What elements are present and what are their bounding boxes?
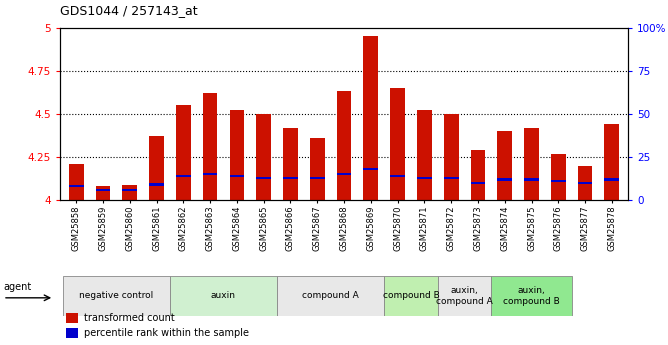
Bar: [69, 185, 84, 187]
Text: auxin: auxin: [211, 291, 236, 300]
Text: GDS1044 / 257143_at: GDS1044 / 257143_at: [60, 4, 198, 17]
Bar: [63, 276, 170, 316]
Bar: [578, 166, 593, 200]
Text: auxin,
compound A: auxin, compound A: [436, 286, 493, 306]
Bar: [230, 175, 244, 177]
Bar: [149, 184, 164, 186]
Bar: [470, 150, 485, 200]
Bar: [283, 128, 298, 200]
Bar: [390, 175, 405, 177]
Bar: [438, 276, 492, 316]
Bar: [444, 114, 458, 200]
Bar: [524, 178, 539, 180]
Bar: [337, 91, 351, 200]
Bar: [551, 180, 566, 182]
Bar: [310, 177, 325, 179]
Bar: [96, 189, 110, 191]
Bar: [149, 136, 164, 200]
Text: negative control: negative control: [79, 291, 154, 300]
Bar: [69, 164, 84, 200]
Bar: [605, 124, 619, 200]
Bar: [384, 276, 438, 316]
Bar: [257, 114, 271, 200]
Text: transformed count: transformed count: [84, 313, 175, 323]
Bar: [65, 313, 78, 323]
Bar: [65, 328, 78, 338]
Bar: [122, 185, 137, 200]
Text: agent: agent: [3, 282, 31, 292]
Bar: [492, 276, 572, 316]
Bar: [498, 178, 512, 180]
Bar: [337, 173, 351, 175]
Bar: [444, 177, 458, 179]
Bar: [176, 105, 190, 200]
Bar: [551, 154, 566, 200]
Bar: [417, 177, 432, 179]
Bar: [283, 177, 298, 179]
Bar: [230, 110, 244, 200]
Text: compound A: compound A: [302, 291, 359, 300]
Bar: [277, 276, 384, 316]
Bar: [363, 168, 378, 170]
Text: percentile rank within the sample: percentile rank within the sample: [84, 328, 249, 338]
Text: auxin,
compound B: auxin, compound B: [503, 286, 560, 306]
Bar: [605, 178, 619, 180]
Bar: [524, 128, 539, 200]
Bar: [170, 276, 277, 316]
Bar: [257, 177, 271, 179]
Bar: [122, 189, 137, 191]
Bar: [417, 110, 432, 200]
Bar: [363, 36, 378, 200]
Text: compound B: compound B: [383, 291, 440, 300]
Bar: [176, 175, 190, 177]
Bar: [498, 131, 512, 200]
Bar: [310, 138, 325, 200]
Bar: [470, 182, 485, 184]
Bar: [96, 186, 110, 200]
Bar: [578, 182, 593, 184]
Bar: [203, 173, 218, 175]
Bar: [203, 93, 218, 200]
Bar: [390, 88, 405, 200]
